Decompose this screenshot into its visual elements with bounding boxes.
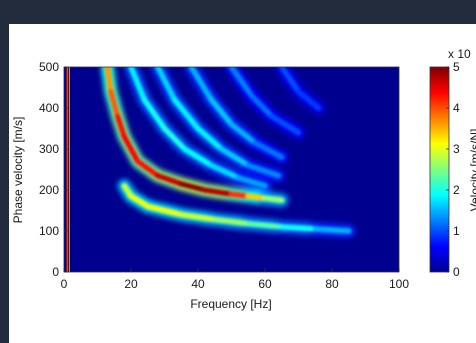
ridge-segment-higher-3	[188, 67, 215, 103]
ridge-segment-higher-3	[208, 97, 235, 128]
ridge-segment-fundamental	[108, 88, 121, 119]
colorbar-tick-label: 5	[453, 60, 460, 74]
colorbar-tick-label: 3	[453, 142, 460, 156]
colorbar-tick-label: 0	[453, 265, 460, 279]
colorbar-tick-label: 2	[453, 183, 460, 197]
ridge-segment-lower	[178, 211, 218, 223]
figure-card: 0 20 40 60 80 100 0 100 200 300 400 500 Frequency …	[9, 24, 476, 343]
colorbar-tick-label: 1	[453, 224, 460, 238]
ridge-segment-fundamental	[178, 181, 208, 193]
ridge-segment-higher-2	[171, 97, 201, 132]
y-tick-label: 300	[39, 142, 59, 156]
ridge-segment-higher-4	[268, 113, 302, 136]
ridge-segment-lower	[245, 220, 285, 230]
colorbar-multiplier: x 10	[448, 47, 471, 61]
ridge-segment-higher-4	[248, 92, 275, 119]
ridge-segment-lower	[312, 226, 352, 234]
y-tick-label: 0	[52, 265, 59, 279]
ridge-segment-higher-1	[161, 125, 188, 152]
x-tick-label: 60	[258, 277, 272, 291]
y-axis-label: Phase velocity [m/s]	[11, 117, 25, 224]
colorbar-tick-label: 4	[453, 101, 460, 115]
ridge-segment-fundamental	[228, 191, 251, 199]
ridge-segment-higher-1	[128, 67, 148, 103]
y-tick-label: 100	[39, 224, 59, 238]
y-tick-label: 400	[39, 101, 59, 115]
ridge-segment-fundamental	[245, 193, 268, 201]
y-axis: 0 100 200 300 400 500	[39, 60, 68, 279]
ridge-segment-higher-5	[279, 67, 302, 95]
ridge-segment-fundamental	[155, 172, 184, 187]
ridge-segment-lower	[212, 216, 251, 227]
x-tick-label: 20	[124, 277, 138, 291]
x-tick-label: 80	[325, 277, 339, 291]
x-tick-label: 100	[389, 277, 409, 291]
ridge-segment-lower	[145, 203, 184, 218]
y-tick-label: 200	[39, 183, 59, 197]
ridge-segment-lower	[128, 193, 151, 210]
colorbar	[429, 66, 450, 273]
ridge-segment-fundamental	[104, 67, 114, 95]
ridge-segment-higher-3	[228, 121, 258, 146]
ridge-segment-fundamental	[201, 187, 235, 197]
ridge-segment-fundamental	[114, 113, 128, 140]
ridge-segment-higher-1	[141, 97, 168, 132]
ridge-segment-higher-1	[208, 162, 241, 181]
colorbar-label: Velocity [m/s/N]	[468, 129, 476, 212]
y-tick-label: 500	[39, 60, 59, 74]
ridge-segment-higher-1	[181, 146, 215, 169]
x-tick-label: 40	[191, 277, 205, 291]
x-axis: 0 20 40 60 80 100	[61, 268, 409, 291]
ridge-segment-fundamental	[121, 133, 141, 165]
ridge-segment-fundamental	[262, 195, 285, 203]
ridge-segment-higher-5	[295, 88, 322, 111]
ridge-segment-higher-2	[245, 162, 282, 179]
ridge-segment-higher-2	[155, 67, 178, 103]
x-tick-label: 0	[61, 277, 68, 291]
colorbar-axis: 0 1 2 3 4 5	[446, 60, 460, 279]
plot-border	[63, 66, 400, 273]
x-axis-label: Frequency [Hz]	[190, 297, 271, 311]
ridge-segment-higher-2	[195, 125, 225, 152]
ridge-segment-higher-2	[218, 146, 251, 169]
ridge-segment-higher-1	[235, 174, 268, 189]
ridge-segment-fundamental	[134, 158, 161, 179]
ridge-segment-higher-4	[228, 67, 255, 99]
heatmap-layer	[66, 67, 356, 272]
ridge-segment-higher-3	[252, 140, 285, 160]
ridge-segment-lower	[279, 224, 318, 232]
